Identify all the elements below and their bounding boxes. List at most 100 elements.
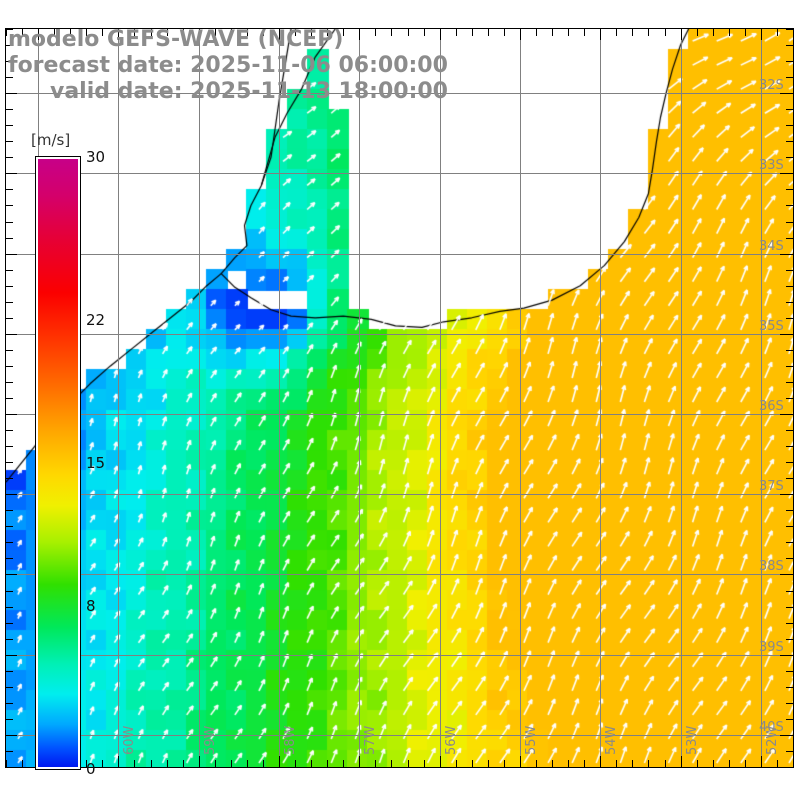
tick-lat [786,639,793,640]
tick-lat [780,494,793,495]
tick-lon [536,760,537,767]
tick-lat [780,574,793,575]
tick-lat-left [6,655,17,656]
tick-lat [786,318,793,319]
lon-label-59W: 59W [203,725,218,755]
tick-lat [786,623,793,624]
tick-lat [786,478,793,479]
tick-lon-top [616,29,617,36]
tick-lat-left [6,462,13,463]
tick-lat [786,189,793,190]
tick-lat [786,270,793,271]
tick-lon [568,760,569,767]
tick-lat [780,173,793,174]
tick-lon-top [311,29,312,36]
tick-lat [786,607,793,608]
tick-lat-left [6,318,13,319]
tick-lon [279,756,280,767]
tick-lat [786,29,793,30]
tick-lon [183,760,184,767]
tick-lat-left [6,558,13,559]
tick-lat [786,398,793,399]
tick-lon [632,760,633,767]
tick-lon [6,760,7,767]
lat-label-32S: 32S [759,78,784,93]
tick-lat-left [6,334,17,335]
tick-lon [440,756,441,767]
tick-lat-left [6,222,13,223]
tick-lon [408,760,409,767]
tick-lat [786,446,793,447]
tick-lon [777,760,778,767]
tick-lon [745,760,746,767]
gridline-lon-58W [279,29,280,767]
tick-lat-left [6,189,13,190]
tick-lat-left [6,29,13,30]
tick-lon-top [279,29,280,40]
tick-lon-top [504,29,505,36]
tick-lat-left [6,687,13,688]
tick-lon [86,760,87,767]
tick-lon [488,760,489,767]
tick-lon-top [584,29,585,36]
tick-lat [780,93,793,94]
tick-lon-top [408,29,409,36]
tick-lat-left [6,703,13,704]
tick-lon-top [247,29,248,36]
lon-label-56W: 56W [444,725,459,755]
lon-label-58W: 58W [283,725,298,755]
tick-lon-top [295,29,296,36]
gridline-lon-57W [359,29,360,767]
tick-lon [263,760,264,767]
tick-lat-left [6,623,13,624]
tick-lon-top [536,29,537,36]
gridline-lon-56W [440,29,441,767]
tick-lat-left [6,173,17,174]
tick-lon-top [552,29,553,36]
tick-lon [22,760,23,767]
gridline-lat-39S [6,655,793,656]
tick-lon-top [118,29,119,40]
tick-lon-top [697,29,698,36]
tick-lat [786,510,793,511]
tick-lon [327,760,328,767]
tick-lat-left [6,607,13,608]
tick-lat [786,109,793,110]
tick-lat-left [6,238,13,239]
tick-lat [786,542,793,543]
tick-lon [584,760,585,767]
tick-lon-top [231,29,232,36]
gridline-lon-55W [520,29,521,767]
tick-lon [648,760,649,767]
tick-lon-top [568,29,569,36]
gridline-lat-33S [6,173,793,174]
lon-label-54W: 54W [604,725,619,755]
tick-lon-top [632,29,633,36]
colorbar-tick-0: 0 [86,760,96,778]
tick-lon [343,760,344,767]
tick-lat-left [6,751,13,752]
tick-lat-left [6,494,17,495]
tick-lon-top [86,29,87,36]
gridline-lon-54W [600,29,601,767]
tick-lon [472,760,473,767]
lat-label-36S: 36S [759,399,784,414]
gridline-lat-36S [6,414,793,415]
tick-lon-top [199,29,200,40]
tick-lat-left [6,205,13,206]
tick-lat-left [6,574,17,575]
tick-lat-left [6,446,13,447]
tick-lon-top [424,29,425,36]
tick-lat [786,205,793,206]
tick-lon-top [134,29,135,36]
tick-lat [786,286,793,287]
tick-lon [552,760,553,767]
tick-lat-left [6,671,13,672]
tick-lat-left [6,61,13,62]
tick-lon [311,760,312,767]
lon-label-60W: 60W [122,725,137,755]
gridline-lat-34S [6,254,793,255]
tick-lon [520,756,521,767]
tick-lon [102,760,103,767]
